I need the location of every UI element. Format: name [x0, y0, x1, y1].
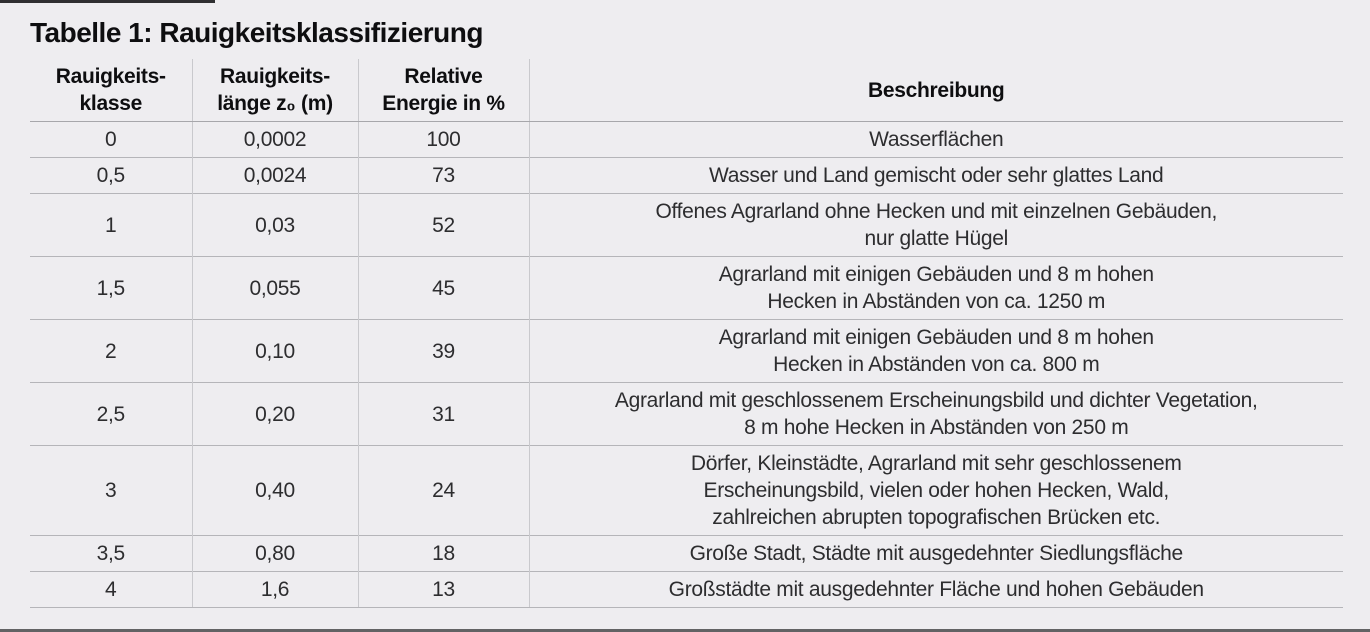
table-row: 1 0,03 52 Offenes Agrarland ohne Hecken … — [30, 193, 1343, 257]
top-edge-bar — [0, 0, 215, 3]
table-row: 2 0,10 39 Agrarland mit einigen Gebäuden… — [30, 319, 1343, 383]
table-row: 0 0,0002 100 Wasserflächen — [30, 121, 1343, 158]
cell-klasse: 0 — [30, 121, 193, 158]
cell-beschreibung: Große Stadt, Städte mit ausgedehnter Sie… — [529, 535, 1343, 572]
cell-energie: 18 — [358, 535, 530, 572]
cell-laenge: 0,0024 — [192, 157, 359, 194]
cell-laenge: 0,10 — [192, 319, 359, 383]
cell-klasse: 2 — [30, 319, 193, 383]
cell-laenge: 1,6 — [192, 571, 359, 608]
col-header-relative-energie: Relative Energie in % — [358, 59, 530, 122]
cell-beschreibung: Wasserflächen — [869, 128, 1004, 151]
cell-klasse: 3,5 — [30, 535, 193, 572]
cell-laenge: 0,0002 — [192, 121, 359, 158]
col-header-rauigkeitsklasse: Rauigkeits- klasse — [30, 59, 193, 122]
cell-klasse: 1,5 — [30, 256, 193, 320]
cell-energie: 73 — [358, 157, 530, 194]
cell-laenge: 0,20 — [192, 382, 359, 446]
cell-energie: 24 — [358, 445, 530, 536]
bottom-edge-bar — [0, 629, 1370, 632]
cell-klasse: 2,5 — [30, 382, 193, 446]
table-row: 0,5 0,0024 73 Wasser und Land gemischt o… — [30, 157, 1343, 194]
table-row: 3,5 0,80 18 Große Stadt, Städte mit ausg… — [30, 535, 1343, 572]
cell-energie: 13 — [358, 571, 530, 608]
cell-energie: 52 — [358, 193, 530, 257]
cell-klasse: 0,5 — [30, 157, 193, 194]
cell-beschreibung: Agrarland mit einigen Gebäuden und 8 m h… — [529, 319, 1343, 383]
table-row: 1,5 0,055 45 Agrarland mit einigen Gebäu… — [30, 256, 1343, 320]
table-row: 3 0,40 24 Dörfer, Kleinstädte, Agrarland… — [30, 445, 1343, 536]
cell-laenge: 0,03 — [192, 193, 359, 257]
roughness-classification-table: Rauigkeits- klasse Rauigkeits- länge z₀ … — [30, 59, 1343, 608]
cell-klasse: 3 — [30, 445, 193, 536]
table-row: 4 1,6 13 Großstädte mit ausgedehnter Flä… — [30, 571, 1343, 608]
table-title: Tabelle 1: Rauigkeitsklassifizierung — [30, 17, 483, 48]
cell-energie: 31 — [358, 382, 530, 446]
cell-beschreibung: Offenes Agrarland ohne Hecken und mit ei… — [529, 193, 1343, 257]
cell-laenge: 0,40 — [192, 445, 359, 536]
cell-klasse: 4 — [30, 571, 193, 608]
cell-energie: 45 — [358, 256, 530, 320]
table-header-row: Rauigkeits- klasse Rauigkeits- länge z₀ … — [30, 59, 1343, 122]
cell-beschreibung: Agrarland mit geschlossenem Erscheinungs… — [529, 382, 1343, 446]
cell-laenge: 0,055 — [192, 256, 359, 320]
table-row: 2,5 0,20 31 Agrarland mit geschlossenem … — [30, 382, 1343, 446]
cell-energie: 39 — [358, 319, 530, 383]
cell-beschreibung: Wasser und Land gemischt oder sehr glatt… — [529, 157, 1343, 194]
cell-klasse: 1 — [30, 193, 193, 257]
cell-beschreibung: Agrarland mit einigen Gebäuden und 8 m h… — [529, 256, 1343, 320]
cell-beschreibung: Großstädte mit ausgedehnter Fläche und h… — [529, 571, 1343, 608]
cell-energie: 100 — [358, 121, 530, 158]
cell-laenge: 0,80 — [192, 535, 359, 572]
cell-beschreibung: Dörfer, Kleinstädte, Agrarland mit sehr … — [529, 445, 1343, 536]
col-header-beschreibung: Beschreibung — [529, 59, 1343, 122]
col-header-rauigkeitslaenge: Rauigkeits- länge z₀ (m) — [192, 59, 359, 122]
